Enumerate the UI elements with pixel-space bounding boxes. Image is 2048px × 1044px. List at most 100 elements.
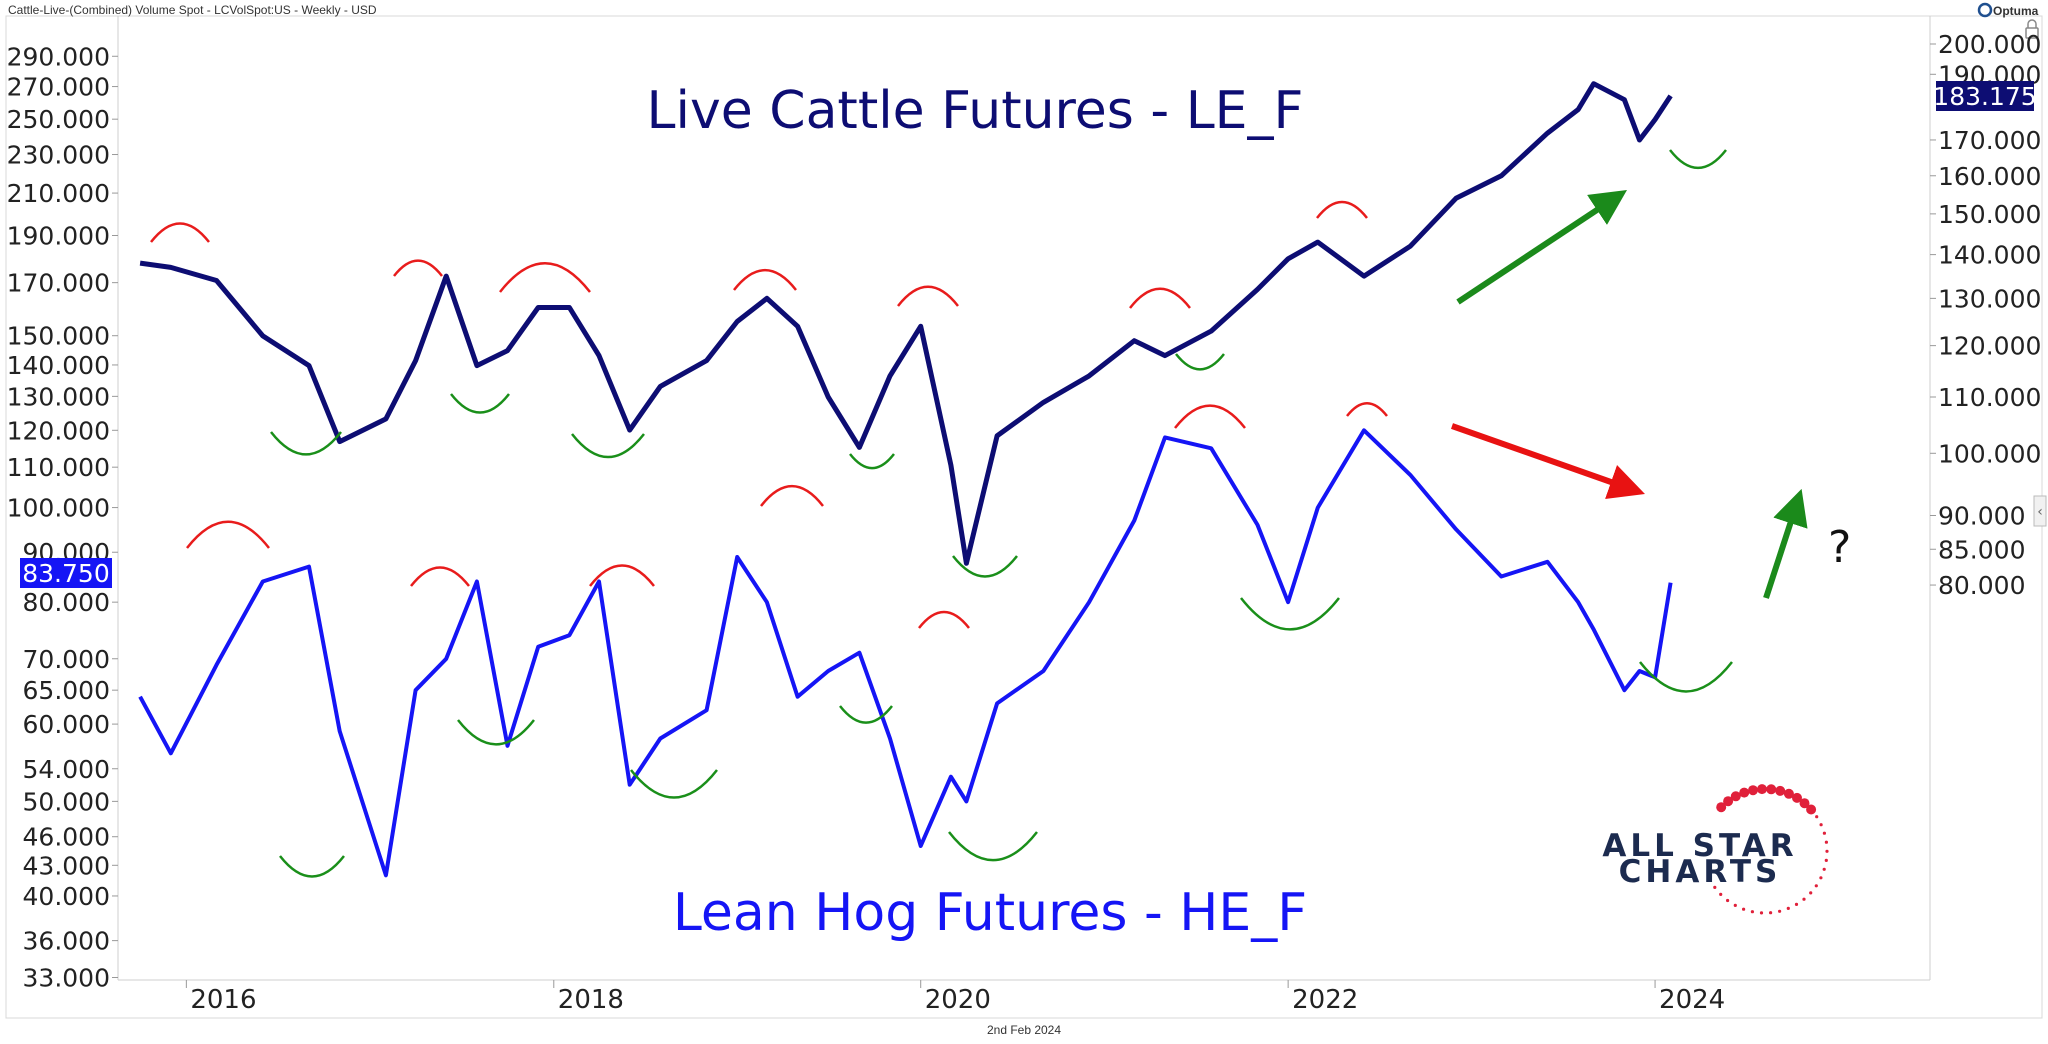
cattle-top-arc (499, 261, 591, 293)
hog-series-line (138, 428, 1673, 878)
logo-star (1769, 911, 1773, 915)
logo-star (1794, 902, 1799, 907)
footer-date: 2nd Feb 2024 (987, 1023, 1061, 1037)
right-tick-label: 130.000 (1938, 284, 2041, 313)
all-star-charts-logo: ALL STAR CHARTS (1602, 784, 1829, 915)
cycle-annotations (150, 149, 1733, 878)
logo-star (1819, 876, 1823, 880)
left-tick-label: 170.000 (7, 269, 110, 298)
logo-star (1809, 891, 1813, 895)
hog-last-value: 83.750 (22, 559, 109, 588)
right-axis-ticks: 200.000190.000170.000160.000150.000140.0… (1930, 30, 2041, 600)
time-tick-label: 2020 (925, 985, 991, 1015)
cattle-bottom-arc (270, 431, 342, 456)
hog-top-arc (760, 484, 824, 507)
time-tick-label: 2018 (558, 985, 624, 1015)
logo-line2: CHARTS (1619, 854, 1782, 890)
series-layer (138, 81, 1673, 878)
left-tick-label: 210.000 (7, 179, 110, 208)
cattle-bottom-arc (952, 555, 1018, 578)
right-tick-label: 80.000 (1938, 571, 2025, 600)
hog-bottom-arc (279, 855, 345, 878)
left-tick-label: 70.000 (23, 645, 110, 674)
logo-star (1766, 784, 1777, 795)
question-mark: ? (1828, 522, 1851, 573)
logo-star (1824, 840, 1828, 844)
logo-star (1814, 884, 1818, 888)
optuma-logo-icon (1977, 2, 1993, 18)
left-tick-label: 100.000 (7, 494, 110, 523)
brand: Optuma (1977, 2, 2039, 18)
logo-star (1792, 792, 1802, 803)
lock-icon[interactable] (2025, 19, 2039, 39)
left-tick-label: 190.000 (7, 222, 110, 251)
left-tick-label: 140.000 (7, 351, 110, 380)
cattle-bottom-arc (849, 453, 895, 470)
logo-star (1775, 785, 1786, 796)
hog-bottom-arc (630, 769, 718, 799)
cattle-bottom-arc (450, 393, 510, 414)
logo-star (1806, 804, 1817, 815)
left-tick-label: 50.000 (23, 787, 110, 816)
logo-star (1783, 788, 1794, 799)
logo-star (1750, 910, 1754, 914)
hog-last-value-badge (20, 558, 112, 588)
logo-star (1825, 849, 1829, 853)
hog-top-arc (186, 520, 270, 549)
collapse-panel-icon[interactable]: ‹ (2033, 495, 2047, 527)
right-tick-label: 140.000 (1938, 241, 2041, 270)
hog-downtrend-arrow (1451, 423, 1645, 499)
cattle-last-value: 183.175 (1933, 82, 2036, 111)
right-tick-label: 150.000 (1938, 200, 2041, 229)
cattle-top-arc (1316, 200, 1368, 219)
left-tick-label: 150.000 (7, 322, 110, 351)
left-tick-label: 250.000 (7, 105, 110, 134)
logo-star (1726, 898, 1730, 903)
cattle-bottom-arc (1175, 353, 1225, 371)
right-tick-label: 170.000 (1938, 126, 2041, 155)
cattle-top-arc (1129, 287, 1191, 309)
cattle-top-arc (733, 268, 797, 291)
logo-star (1786, 906, 1790, 911)
hog-top-arc (1174, 404, 1246, 429)
cattle-series-line (139, 81, 1673, 566)
cattle-top-arc (150, 222, 210, 243)
logo-star (1822, 867, 1826, 871)
logo-star (1713, 885, 1717, 890)
right-tick-label: 110.000 (1938, 383, 2041, 412)
hog-bottom-arc (1639, 661, 1733, 693)
cattle-top-arc (897, 285, 959, 307)
left-tick-label: 33.000 (23, 963, 110, 992)
logo-star (1802, 897, 1806, 901)
logo-star (1723, 796, 1734, 807)
left-tick-label: 130.000 (7, 382, 110, 411)
time-tick-label: 2024 (1659, 985, 1725, 1015)
right-tick-label: 120.000 (1938, 332, 2041, 361)
hog-top-arc (1346, 401, 1388, 417)
logo-star (1716, 802, 1727, 813)
left-tick-label: 40.000 (23, 882, 110, 911)
logo-star (1819, 823, 1823, 827)
cattle-top-arc (393, 259, 443, 277)
time-axis-ticks: 2016 2018 2020 2022 2024 (185, 980, 1725, 1015)
logo-star (1719, 892, 1723, 897)
logo-line1: ALL STAR (1602, 828, 1797, 864)
logo-star (1824, 858, 1828, 863)
star-ring-icon (1713, 784, 1829, 915)
left-tick-label: 36.000 (23, 927, 110, 956)
right-tick-label: 200.000 (1938, 30, 2041, 59)
logo-star (1733, 903, 1737, 908)
left-tick-label: 120.000 (7, 416, 110, 445)
hog-bottom-arc (948, 831, 1038, 862)
cattle-uptrend-arrow (1456, 190, 1628, 305)
svg-text:‹: ‹ (2037, 504, 2043, 520)
time-tick-label: 2016 (190, 985, 256, 1015)
cattle-last-value-badge (1936, 81, 2034, 111)
logo-star (1730, 791, 1741, 802)
logo-star (1757, 784, 1767, 795)
brand-name: Optuma (1993, 4, 2039, 18)
left-tick-label: 80.000 (23, 588, 110, 617)
left-tick-label: 46.000 (23, 823, 110, 852)
hog-question-arrow (1763, 488, 1808, 599)
logo-star (1742, 907, 1746, 911)
